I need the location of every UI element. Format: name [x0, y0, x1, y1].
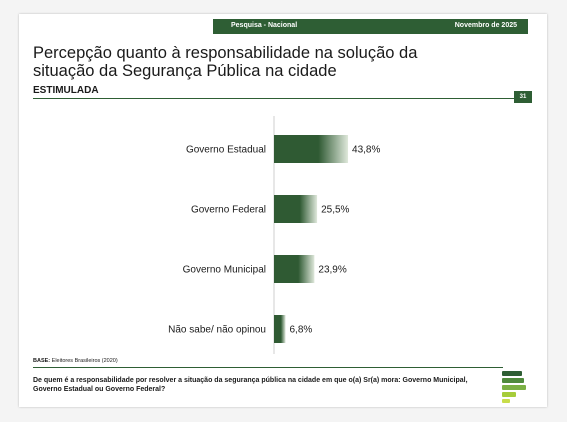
value-label: 6,8% — [289, 325, 312, 336]
category-label: Governo Federal — [191, 205, 266, 216]
slide: Pesquisa - Nacional Novembro de 2025 Per… — [19, 14, 547, 407]
survey-question: De quem é a responsabilidade por resolve… — [33, 377, 468, 393]
bar — [274, 195, 318, 223]
survey-label: Pesquisa - Nacional — [231, 22, 298, 29]
institute-logo-icon — [502, 371, 526, 403]
value-label: 25,5% — [321, 205, 349, 216]
value-label: 23,9% — [318, 265, 346, 276]
value-label: 43,8% — [352, 145, 380, 156]
date-label: Novembro de 2025 — [454, 22, 517, 29]
base-note: BASE: Eleitores Brasileiros (2020) — [33, 358, 118, 364]
header-bar: Pesquisa - Nacional Novembro de 2025 — [213, 19, 528, 34]
page-title: Percepção quanto à responsabilidade na s… — [33, 44, 418, 80]
base-label: BASE: — [33, 358, 51, 364]
top-divider — [33, 98, 514, 99]
bar — [274, 135, 349, 163]
category-label: Governo Municipal — [183, 265, 266, 276]
bar — [274, 255, 315, 283]
bar-chart: Governo Estadual 43,8% Governo Federal 25,5… — [168, 116, 380, 354]
page-subtitle: ESTIMULADA — [33, 85, 99, 96]
page-number-badge: 31 — [514, 91, 532, 103]
bar — [274, 315, 286, 343]
bottom-divider — [33, 367, 503, 368]
base-text: Eleitores Brasileiros (2020) — [51, 358, 118, 364]
category-label: Não sabe/ não opinou — [168, 325, 266, 336]
category-label: Governo Estadual — [186, 145, 266, 156]
